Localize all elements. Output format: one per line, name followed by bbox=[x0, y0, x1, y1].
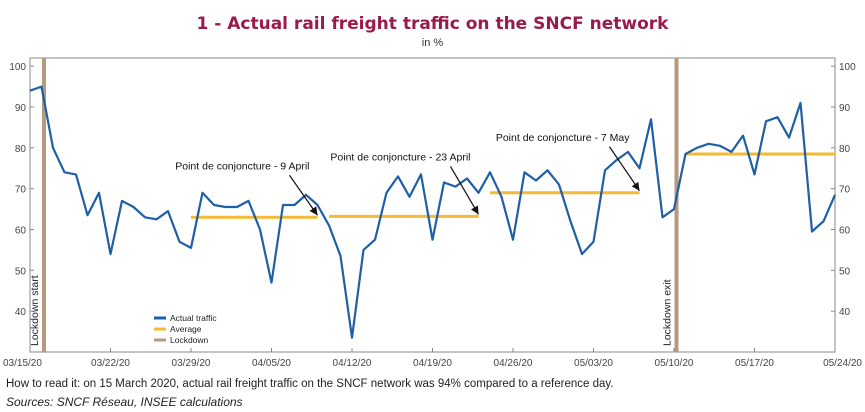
annotation-arrow-shaft bbox=[449, 166, 480, 215]
annotation-layer: Point de conjoncture - 9 April Point de c… bbox=[175, 132, 640, 216]
actual-traffic-line bbox=[29, 85, 837, 339]
y-tick-label-right: 60 bbox=[839, 226, 851, 237]
x-tick-label: 04/19/20 bbox=[413, 358, 452, 369]
annotation-label: Point de conjoncture - 9 April bbox=[175, 160, 309, 172]
y-tick-label: 60 bbox=[15, 226, 27, 237]
lockdown-layer: Lockdown start Lockdown exit bbox=[29, 58, 679, 352]
reading-note: How to read it: on 15 March 2020, actual… bbox=[6, 378, 614, 390]
legend-label: Average bbox=[170, 324, 202, 334]
y-tick-label: 50 bbox=[15, 266, 27, 277]
y-tick-label-right: 80 bbox=[839, 144, 851, 155]
plot-frame bbox=[29, 57, 836, 353]
y-tick-label-right: 50 bbox=[839, 266, 851, 277]
actual-traffic-layer bbox=[29, 85, 837, 339]
annotation-arrow-head bbox=[309, 206, 318, 216]
y-tick-label-right: 100 bbox=[839, 62, 856, 73]
x-tick-label: 05/24/20 bbox=[823, 358, 862, 369]
annotation-label: Point de conjoncture - 23 April bbox=[330, 151, 470, 163]
x-tick-label: 03/29/20 bbox=[172, 358, 211, 369]
x-tick-label: 05/17/20 bbox=[735, 358, 774, 369]
annotation-arrow-head bbox=[631, 181, 640, 191]
annotation-arrow-shaft bbox=[609, 146, 640, 192]
x-tick-label: 03/15/20 bbox=[3, 358, 42, 369]
chart-title: 1 - Actual rail freight traffic on the S… bbox=[196, 14, 669, 34]
chart-subtitle: in % bbox=[421, 37, 444, 49]
legend-label: Actual traffic bbox=[170, 313, 217, 323]
annotation-label: Point de conjoncture - 7 May bbox=[496, 132, 630, 144]
y-tick-label-right: 70 bbox=[839, 185, 851, 196]
x-tick-label: 04/05/20 bbox=[252, 358, 291, 369]
source-note: Sources: SNCF Réseau, INSEE calculations bbox=[6, 395, 243, 409]
y-tick-label-right: 90 bbox=[839, 103, 851, 114]
axis-layer: 40 40 50 50 60 60 70 70 80 80 90 90 100 100 03/15/20 03… bbox=[3, 62, 862, 369]
annotation-arrow-head bbox=[471, 205, 479, 215]
y-tick-label: 70 bbox=[15, 185, 27, 196]
lockdown-exit-label: Lockdown exit bbox=[662, 279, 674, 346]
y-tick-label: 90 bbox=[15, 103, 27, 114]
x-tick-label: 05/10/20 bbox=[655, 358, 694, 369]
x-tick-label: 03/22/20 bbox=[91, 358, 130, 369]
x-tick-label: 04/12/20 bbox=[333, 358, 372, 369]
plot-area bbox=[29, 57, 836, 353]
y-tick-label: 80 bbox=[15, 144, 27, 155]
lockdown-start-label: Lockdown start bbox=[29, 275, 41, 346]
annotation-arrow-shaft bbox=[289, 174, 318, 216]
x-tick-label: 05/03/20 bbox=[574, 358, 613, 369]
y-tick-label: 40 bbox=[15, 307, 27, 318]
y-tick-label-right: 40 bbox=[839, 307, 851, 318]
x-tick-label: 04/26/20 bbox=[494, 358, 533, 369]
legend-label: Lockdown bbox=[170, 335, 209, 345]
y-tick-label: 100 bbox=[9, 62, 26, 73]
